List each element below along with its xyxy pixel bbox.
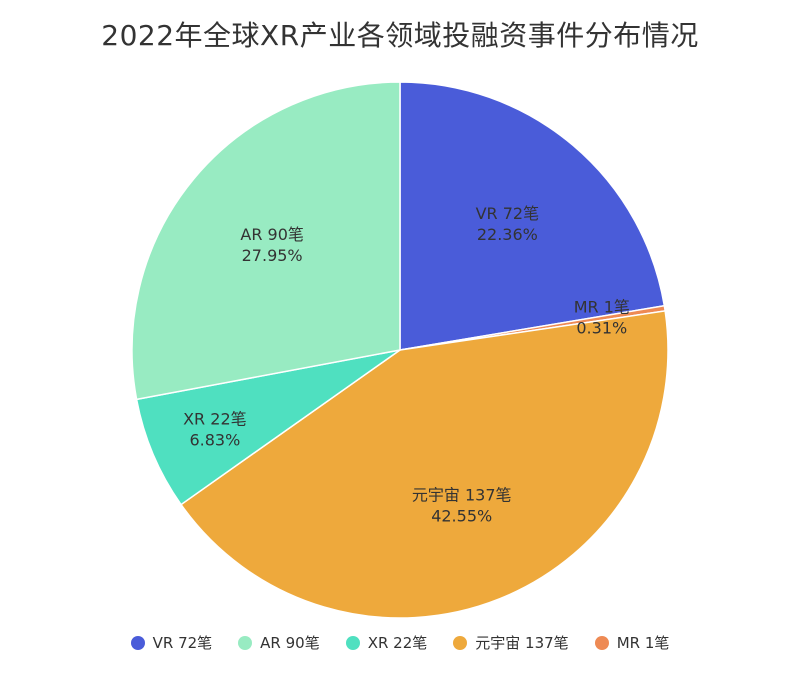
slice-label-3: XR 22笔 6.83% [183,409,247,449]
legend-item-4[interactable]: MR 1笔 [594,632,670,653]
slice-label-2: 元宇宙 137笔 42.55% [412,485,512,525]
legend-dot-icon [345,635,360,650]
slice-label-0: VR 72笔 22.36% [476,204,540,244]
legend-label: MR 1笔 [616,634,670,652]
chart-title: 2022年全球XR产业各领域投融资事件分布情况 [101,19,699,52]
pie-slice-0[interactable] [399,81,666,351]
legend-item-2[interactable]: XR 22笔 [345,632,428,653]
slice-label-4: AR 90笔 27.95% [240,225,304,265]
pie-slices [131,81,669,619]
legend-dot-icon [594,635,609,650]
slice-label-1: MR 1笔 0.31% [574,298,630,338]
legend-dot-icon [453,635,468,650]
legend-label: 元宇宙 137笔 [475,634,569,652]
chart-legend: VR 72笔 AR 90笔 XR 22笔 元宇宙 137笔 MR 1笔 [0,632,800,653]
pie-slice-2[interactable] [180,310,669,619]
legend-item-0[interactable]: VR 72笔 [130,632,213,653]
legend-label: XR 22笔 [367,634,428,652]
legend-item-3[interactable]: 元宇宙 137笔 [453,632,569,653]
legend-dot-icon [238,635,253,650]
legend-item-1[interactable]: AR 90笔 [238,632,320,653]
pie-slice-4[interactable] [131,81,401,401]
legend-label: AR 90笔 [260,634,320,652]
pie-labels: VR 72笔 22.36% MR 1笔 0.31% 元宇宙 137笔 42.55% XR 2… [183,204,630,525]
pie-slice-3[interactable] [135,349,401,506]
legend-label: VR 72笔 [152,634,213,652]
legend-dot-icon [130,635,145,650]
